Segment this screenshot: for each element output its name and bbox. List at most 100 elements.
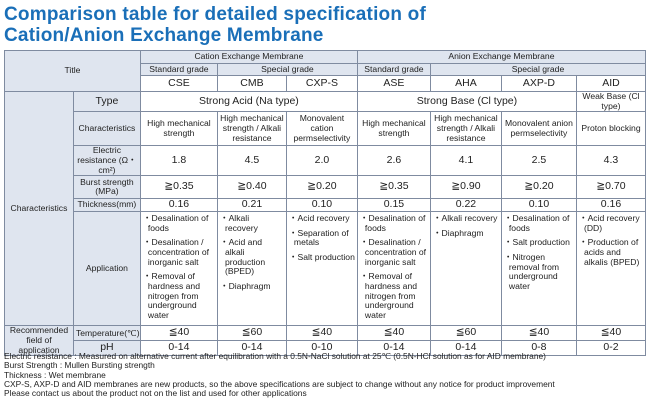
- application-item: ・Acid recovery: [288, 213, 350, 224]
- temperature-ase: ≦40: [356, 325, 431, 342]
- cation-standard-grade: Standard grade: [139, 63, 218, 76]
- cation-special-grade: Special grade: [216, 63, 358, 76]
- recommended-field-label: Recommended field of application: [4, 325, 74, 357]
- thickness-ase: 0.15: [356, 198, 431, 213]
- char-aha: High mechanical strength / Alkali resist…: [429, 111, 502, 147]
- footnote-resistance: Electric resistance : Measured on altern…: [4, 351, 546, 361]
- thickness-cmb: 0.21: [216, 198, 287, 213]
- application-item: ・Acid recovery (DD): [578, 213, 640, 233]
- thickness-aid: 0.16: [575, 198, 647, 213]
- application-axp-d: ・Desalination of foods ・Salt production …: [500, 211, 577, 327]
- resistance-label: Electric resistance (Ω・cm²): [72, 145, 141, 177]
- temperature-axp-d: ≦40: [500, 325, 577, 342]
- resistance-cxp-s: 2.0: [285, 145, 358, 177]
- application-item: ・Desalination of foods: [359, 213, 426, 233]
- ph-label: pH: [72, 340, 141, 357]
- application-item: ・Desalination / concentration of inorgan…: [359, 237, 427, 267]
- resistance-cse: 1.8: [139, 145, 218, 177]
- type-strong-acid: Strong Acid (Na type): [139, 90, 358, 113]
- application-cse: ・Desalination of foods ・Desalination / c…: [139, 211, 218, 327]
- product-aha: AHA: [429, 75, 502, 92]
- resistance-cmb: 4.5: [216, 145, 287, 177]
- application-item: ・Diaphragm: [432, 227, 484, 238]
- application-item: ・Separation of metals: [288, 227, 349, 248]
- footnote-burst: Burst Strength : Mullen Bursting strengt…: [4, 360, 155, 371]
- application-aid: ・Acid recovery (DD) ・Production of acids…: [575, 211, 647, 327]
- application-item: ・Alkali recovery: [219, 213, 258, 233]
- burst-cmb: ≧0.40: [216, 175, 287, 200]
- ph-ase: 0-14: [356, 340, 431, 357]
- burst-axp-d: ≧0.20: [500, 175, 577, 200]
- cation-group-header: Cation Exchange Membrane: [139, 50, 358, 64]
- temperature-cmb: ≦60: [216, 325, 287, 342]
- characteristics-group-label: Characteristics: [4, 90, 74, 327]
- temperature-cxp-s: ≦40: [285, 325, 358, 342]
- title-label: Title: [4, 50, 141, 92]
- type-weak-base: Weak Base (Cl type): [575, 90, 647, 113]
- ph-cxp-s: 0-10: [285, 340, 358, 357]
- resistance-aha: 4.1: [429, 145, 502, 177]
- burst-label: Burst strength (MPa): [72, 175, 141, 200]
- temperature-label: Temperature(℃): [72, 325, 141, 342]
- ph-aid: 0-2: [575, 340, 647, 357]
- burst-cxp-s: ≧0.20: [285, 175, 358, 200]
- burst-cse: ≧0.35: [139, 175, 218, 200]
- char-cse: High mechanical strength: [139, 111, 218, 147]
- product-aid: AID: [575, 75, 647, 92]
- temperature-aid: ≦40: [575, 325, 647, 342]
- resistance-aid: 4.3: [575, 145, 647, 177]
- application-item: ・Removal of hardness and nitrogen from u…: [142, 271, 200, 320]
- application-cmb: ・Alkali recovery ・Acid and alkali produc…: [216, 211, 287, 327]
- application-cxp-s: ・Acid recovery ・Separation of metals ・Sa…: [285, 211, 358, 327]
- char-ase: High mechanical strength: [356, 111, 431, 147]
- ph-cmb: 0-14: [216, 340, 287, 357]
- char-cxp-s: Monovalent cation permselectivity: [285, 111, 358, 147]
- anion-special-grade: Special grade: [429, 63, 647, 76]
- application-item: ・Production of acids and alkalis (BPED): [578, 237, 640, 267]
- char-aid: Proton blocking: [575, 111, 647, 147]
- burst-ase: ≧0.35: [356, 175, 431, 200]
- footnote-thickness: Thickness : Wet membrane: [4, 369, 106, 380]
- application-item: ・Nitrogen removal from underground water: [503, 252, 560, 291]
- characteristics-label: Characteristics: [72, 111, 141, 147]
- footnote-new-products: CXP-S, AXP-D and AID membranes are new p…: [4, 378, 555, 389]
- application-item: ・Salt production: [503, 237, 570, 248]
- page-title-line-1: Comparison table for detailed specificat…: [4, 4, 426, 25]
- burst-aid: ≧0.70: [575, 175, 647, 200]
- temperature-aha: ≦60: [429, 325, 502, 342]
- page-header: Comparison table for detailed specificat…: [0, 0, 650, 46]
- char-axp-d: Monovalent anion permselectivity: [500, 111, 577, 147]
- type-strong-base: Strong Base (Cl type): [356, 90, 577, 113]
- type-label: Type: [72, 90, 141, 113]
- thickness-axp-d: 0.10: [500, 198, 577, 213]
- application-item: ・Desalination of foods: [503, 213, 570, 233]
- ph-axp-d: 0-8: [500, 340, 577, 357]
- application-aha: ・Alkali recovery ・Diaphragm: [429, 211, 502, 327]
- application-item: ・Desalination / concentration of inorgan…: [142, 237, 210, 267]
- specification-table: Title Cation Exchange Membrane Anion Exc…: [4, 50, 647, 357]
- product-axp-d: AXP-D: [500, 75, 577, 92]
- anion-group-header: Anion Exchange Membrane: [356, 50, 647, 64]
- application-item: ・Removal of hardness and nitrogen from u…: [359, 271, 418, 320]
- application-label: Application: [72, 211, 141, 327]
- product-ase: ASE: [356, 75, 431, 92]
- ph-cse: 0-14: [139, 340, 218, 357]
- char-cmb: High mechanical strength / Alkali resist…: [216, 111, 287, 147]
- application-item: ・Diaphragm: [219, 280, 271, 291]
- application-ase: ・Desalination of foods ・Desalination / c…: [356, 211, 431, 327]
- page-title-line-2: Cation/Anion Exchange Membrane: [4, 25, 324, 46]
- application-item: ・Acid and alkali production (BPED): [219, 237, 266, 277]
- thickness-cxp-s: 0.10: [285, 198, 358, 213]
- product-cse: CSE: [139, 75, 218, 92]
- application-item: ・Desalination of foods: [142, 213, 209, 233]
- application-item: ・Salt production: [288, 252, 355, 262]
- product-cxp-s: CXP-S: [285, 75, 358, 92]
- thickness-cse: 0.16: [139, 198, 218, 213]
- resistance-axp-d: 2.5: [500, 145, 577, 177]
- product-cmb: CMB: [216, 75, 287, 92]
- application-item: ・Alkali recovery: [432, 213, 498, 224]
- temperature-cse: ≦40: [139, 325, 218, 342]
- thickness-label: Thickness(mm): [72, 198, 141, 213]
- resistance-ase: 2.6: [356, 145, 431, 177]
- burst-aha: ≧0.90: [429, 175, 502, 200]
